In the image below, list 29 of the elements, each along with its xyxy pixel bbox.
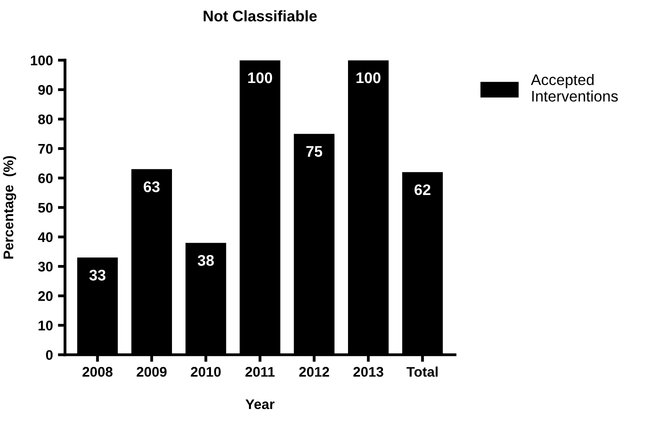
legend-label: Accepted Interventions (530, 74, 618, 102)
y-tick-label: 10 (38, 320, 53, 330)
y-tick-label: 20 (38, 291, 53, 302)
data-label: 38 (198, 255, 214, 266)
x-tick-label: 2011 (245, 366, 275, 377)
x-axis-title: Year (246, 399, 274, 410)
data-label: 62 (414, 184, 430, 196)
y-axis-title: Percentage (%) (3, 156, 16, 259)
x-tick-label: Total (406, 366, 438, 377)
y-tick-label: 80 (38, 114, 53, 124)
x-tick-label: 2009 (136, 366, 167, 377)
x-tick-label: 2008 (82, 366, 113, 377)
y-tick-label: 60 (38, 173, 53, 184)
y-tick-label: 50 (38, 202, 53, 213)
data-label: 75 (306, 146, 322, 157)
y-tick-label: 0 (46, 350, 53, 360)
x-tick-label: 2012 (299, 366, 330, 377)
y-tick-label: 30 (38, 262, 53, 272)
x-tick-label: 2010 (190, 366, 221, 377)
data-label: 63 (144, 181, 160, 192)
y-tick-label: 100 (30, 56, 53, 66)
data-label: 100 (356, 72, 380, 84)
data-label: 33 (89, 270, 106, 281)
x-tick-label: 2013 (353, 366, 384, 377)
chart-title: Not Classifiable (204, 10, 317, 22)
y-tick-label: 90 (38, 84, 53, 95)
data-label: 100 (248, 72, 272, 84)
y-tick-label: 40 (38, 232, 53, 242)
y-tick-label: 70 (38, 144, 53, 154)
